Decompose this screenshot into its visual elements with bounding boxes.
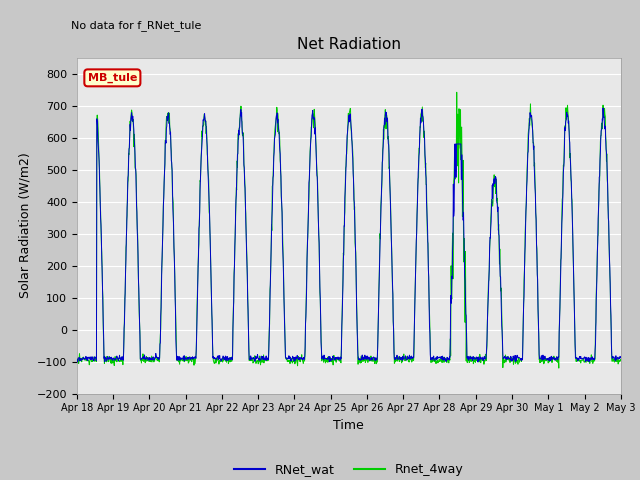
- Y-axis label: Solar Radiation (W/m2): Solar Radiation (W/m2): [18, 153, 31, 299]
- Text: MB_tule: MB_tule: [88, 73, 137, 83]
- Text: No data for f_RNet_tule: No data for f_RNet_tule: [72, 20, 202, 31]
- X-axis label: Time: Time: [333, 419, 364, 432]
- Title: Net Radiation: Net Radiation: [297, 37, 401, 52]
- Legend: RNet_wat, Rnet_4way: RNet_wat, Rnet_4way: [229, 458, 468, 480]
